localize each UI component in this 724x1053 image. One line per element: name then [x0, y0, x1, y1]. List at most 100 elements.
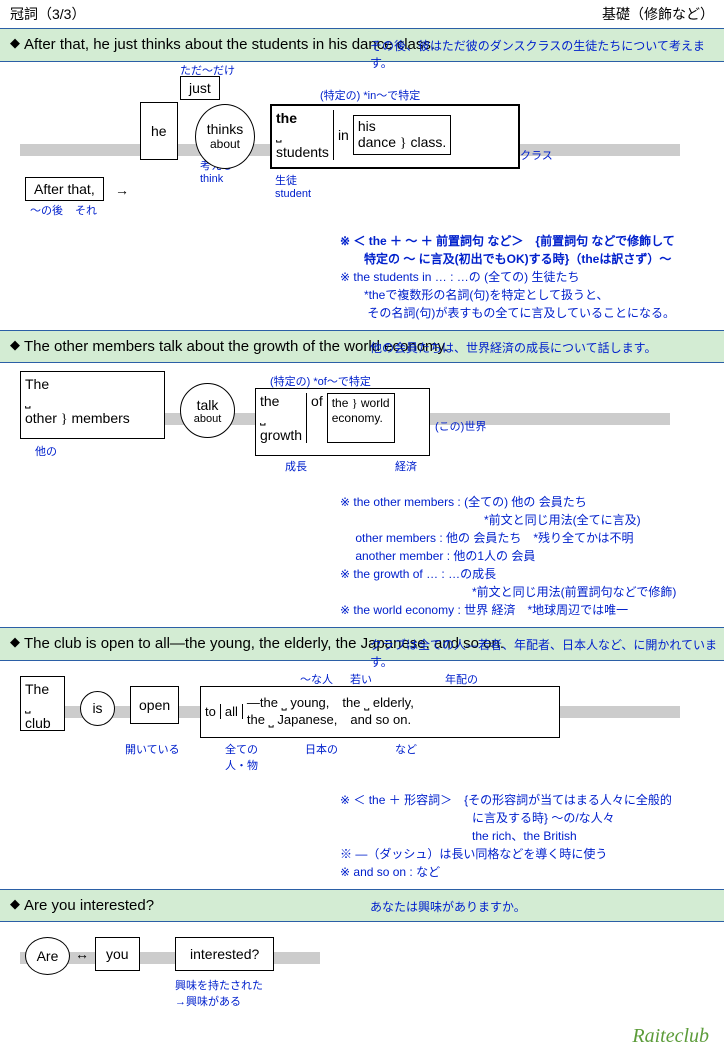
lbl-wakai: 若い [350, 671, 372, 687]
w-the: the [276, 110, 297, 126]
lbl-kyomi: 興味を持たされた →興味がある [175, 977, 263, 1009]
w-economy: economy. [332, 411, 383, 425]
lbl-that: それ [75, 202, 97, 218]
w-students: students [276, 144, 329, 160]
w-that: that, [67, 181, 94, 197]
box-he: he [140, 102, 178, 160]
diamond-icon: ◆ [10, 896, 20, 912]
lbl-tokutei: (特定の) *in〜で特定 [320, 87, 420, 103]
w-dance: dance [358, 134, 396, 150]
note-2-2: other members : 他の 会員たち *残り全てかは不明 [340, 529, 724, 547]
translation-2: 他の会員たちは、世界経済の成長について話します。 [370, 339, 656, 356]
lbl-hoka: 他の [35, 443, 57, 459]
box-after-that: After that, [25, 177, 104, 201]
w-to: to [205, 704, 216, 719]
box-open: open [130, 686, 179, 724]
notes-2: ※ the other members : (全ての) 他の 会員たち *前文と… [340, 493, 724, 619]
w-are: Are [37, 948, 59, 964]
box-club: The⎵ club [20, 676, 65, 731]
lbl-keizai: 経済 [395, 458, 417, 474]
w-is: is [92, 700, 102, 716]
lbl-after: 〜の後 [30, 202, 63, 218]
ellipse-are: Are [25, 937, 70, 975]
sentence-bar-2: ◆ The other members talk about the growt… [0, 331, 724, 364]
note-2-6: ※ the world economy : 世界 経済 *地球周辺では唯一 [340, 601, 724, 619]
section-4: ◆ Are you interested? あなたは興味がありますか。 Are … [0, 890, 724, 1013]
note-3-0: ※ ＜ the ＋ 形容詞＞ {その形容詞が当てはまる人々に全般的 [340, 791, 724, 809]
w-all: all [220, 704, 243, 719]
ellipse-thinks: thinks about [195, 104, 255, 169]
sentence-bar-1: ◆ After that, he just thinks about the s… [0, 29, 724, 62]
box-toall: to all —the ⎵ young, the ⎵ elderly, the … [200, 686, 560, 738]
w-about2: about [194, 413, 222, 425]
section-1: ◆ After that, he just thinks about the s… [0, 29, 724, 322]
w-other: other [25, 410, 57, 426]
diamond-icon: ◆ [10, 337, 20, 353]
box-obj2: the ⎵ growth of the } world economy. [255, 388, 430, 456]
note-2-4: ※ the growth of … : …の成長 [340, 565, 724, 583]
w-inner: —the ⎵ young, the ⎵ elderly, the ⎵ Japan… [247, 695, 414, 729]
diagram-2: (全ての) 他の (特定の) *of〜で特定 成長 (この)世界 経済 The … [0, 363, 724, 493]
w-world: world [361, 396, 390, 410]
note-2-0: ※ the other members : (全ての) 他の 会員たち [340, 493, 724, 511]
note-1-0: ※ ＜ the ＋ 〜 ＋ 前置詞句 など＞ {前置詞句 などで修飾して [340, 232, 724, 250]
lbl-nado: など [395, 741, 417, 757]
lbl-nihon: 日本の [305, 741, 338, 757]
notes-1: ※ ＜ the ＋ 〜 ＋ 前置詞句 など＞ {前置詞句 などで修飾して 特定の… [340, 232, 724, 322]
w-growth: growth [260, 427, 302, 443]
lbl-student: 生徒 student [275, 172, 311, 200]
logo: Raiteclub [0, 1020, 724, 1053]
w-class: class. [411, 134, 447, 150]
lbl-open: 開いている [125, 741, 180, 757]
note-1-4: その名詞(句)が表すもの全てに言及していることになる。 [340, 304, 724, 322]
w-about: about [210, 137, 240, 151]
w-talk: talk [197, 397, 219, 413]
lbl-nenpai: 年配の [445, 671, 478, 687]
ellipse-is: is [80, 691, 115, 726]
box-just: just [180, 76, 220, 100]
arrow-icon: ↔ [75, 946, 89, 962]
w-club: club [25, 715, 51, 731]
lbl-all: 全ての 人・物 [225, 741, 258, 773]
note-2-1: *前文と同じ用法(全てに言及) [340, 511, 724, 529]
note-3-4: ※ ―（ダッシュ）は長い同格などを導く時に使う [340, 845, 724, 863]
note-1-3: *theで複数形の名詞(句)を特定として扱うと、 [340, 286, 724, 304]
w-in: in [338, 127, 349, 143]
note-3-2: the rich、the British [340, 827, 724, 845]
note-1-1: 特定の 〜 に言及(初出でもOK)する時}（theは訳さず）〜 [340, 250, 724, 268]
notes-3: ※ ＜ the ＋ 形容詞＞ {その形容詞が当てはまる人々に全般的 に言及する時… [340, 791, 724, 881]
section-2: ◆ The other members talk about the growt… [0, 331, 724, 620]
ellipse-talk: talk about [180, 383, 235, 438]
lbl-sekai: (この)世界 [435, 418, 486, 434]
box-object: the ⎵ students in his dance } class. [270, 104, 520, 169]
lbl-class: クラス [520, 147, 553, 163]
diamond-icon: ◆ [10, 35, 20, 51]
note-2-3: another member : 他の1人の 会員 [340, 547, 724, 565]
w-the1: The [25, 376, 49, 392]
box-you: you [95, 937, 140, 971]
w-the2: the [260, 393, 279, 409]
w-his: his [358, 118, 376, 134]
w-members: members [71, 410, 129, 426]
lbl-seicho: 成長 [285, 458, 307, 474]
diagram-4: Are ↔ you interested? 興味を持たされた →興味がある [0, 922, 724, 1012]
note-3-5: ※ and so on : など [340, 863, 724, 881]
w-thinks: thinks [207, 121, 244, 137]
note-2-5: *前文と同じ用法(前置詞句などで修飾) [340, 583, 724, 601]
w-the-c: The [25, 681, 49, 697]
lbl-nahito: 〜な人 [300, 671, 333, 687]
sentence-4: Are you interested? [24, 896, 154, 916]
box-subject2: The ⎵ other } members [20, 371, 165, 439]
diagram-3: 開いている 全ての 人・物 〜な人 若い 年配の 日本の など The⎵ clu… [0, 661, 724, 791]
w-of: of [311, 393, 323, 443]
header-left: 冠詞（3/3） [10, 4, 85, 24]
w-the3: the [332, 396, 349, 410]
lbl-tokutei2: (特定の) *of〜で特定 [270, 373, 371, 389]
section-3: ◆ The club is open to all—the young, the… [0, 628, 724, 881]
sentence-bar-3: ◆ The club is open to all—the young, the… [0, 628, 724, 661]
w-after: After [34, 181, 64, 197]
diagram-1: ただ〜だけ (特定の) *in〜で特定 考える think 生徒 student… [0, 62, 724, 232]
diamond-icon: ◆ [10, 634, 20, 650]
note-3-1: に言及する時} 〜の/な人々 [340, 809, 724, 827]
header-right: 基礎（修飾など） [602, 4, 714, 24]
